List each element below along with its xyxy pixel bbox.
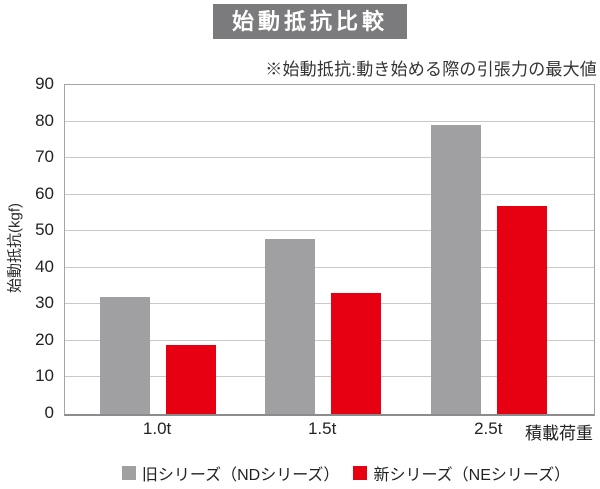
y-tick-label: 30 xyxy=(35,293,54,313)
legend-swatch xyxy=(353,466,368,480)
x-tick-label: 1.0t xyxy=(142,419,172,438)
bar-nd-1.5t xyxy=(265,238,316,414)
gridline xyxy=(65,376,594,378)
gridline xyxy=(65,193,594,195)
x-axis-labels: 1.0t 1.5t 2.5t 積載荷重 xyxy=(64,419,593,443)
footnote: ※始動抵抗:動き始める際の引張力の最大値 xyxy=(265,60,597,79)
gridline xyxy=(65,266,594,268)
x-tick-label: 2.5t xyxy=(474,419,503,438)
x-axis-title: 積載荷重 xyxy=(525,424,593,443)
y-tick-label: 10 xyxy=(35,366,54,386)
plot-area xyxy=(64,84,595,416)
gridline xyxy=(65,157,594,159)
legend-swatch xyxy=(121,466,136,480)
bar-ne-1.0t xyxy=(166,344,217,414)
chart-title: 始動抵抗比較 xyxy=(213,4,407,39)
bar-nd-2.5t xyxy=(431,125,482,414)
gridline xyxy=(65,339,594,341)
y-tick-label: 90 xyxy=(35,74,54,93)
y-tick-label: 60 xyxy=(35,183,54,203)
y-tick-label: 50 xyxy=(35,220,54,240)
gridline xyxy=(65,230,594,232)
legend-item-ne: 新シリーズ（NEシリーズ） xyxy=(353,461,570,485)
gridline xyxy=(65,303,594,305)
bar-ne-1.5t xyxy=(331,293,382,414)
x-tick-label: 1.5t xyxy=(307,419,337,438)
y-tick-label: 20 xyxy=(35,329,54,349)
gridline xyxy=(65,120,594,122)
legend-label: 旧シリーズ（NDシリーズ） xyxy=(141,467,340,484)
legend: 旧シリーズ（NDシリーズ） 新シリーズ（NEシリーズ） xyxy=(0,461,600,485)
y-tick-label: 40 xyxy=(35,256,54,276)
y-tick-label: 80 xyxy=(35,110,54,130)
legend-item-nd: 旧シリーズ（NDシリーズ） xyxy=(121,461,340,485)
bar-ne-2.5t xyxy=(497,205,548,414)
y-tick-label: 0 xyxy=(44,403,54,422)
y-tick-label: 70 xyxy=(35,147,54,167)
y-axis-ticks: 0 10 20 30 40 50 60 70 80 90 xyxy=(0,74,54,422)
bar-nd-1.0t xyxy=(100,297,151,414)
legend-label: 新シリーズ（NEシリーズ） xyxy=(373,467,571,484)
